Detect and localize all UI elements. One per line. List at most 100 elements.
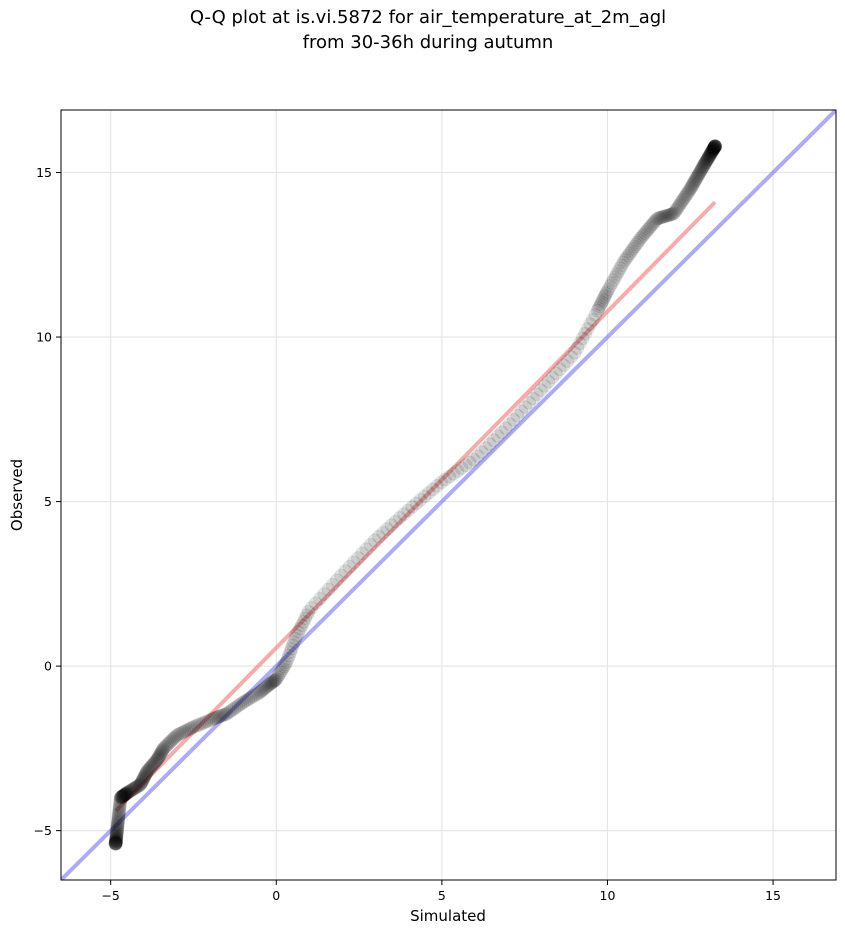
qq-point [696, 158, 711, 173]
qq-point [108, 836, 123, 851]
qq-point [111, 812, 126, 827]
qq-point [111, 808, 126, 823]
qq-point [118, 787, 133, 802]
qq-point [124, 782, 139, 797]
qq-point [138, 766, 153, 781]
qq-point [213, 709, 228, 724]
x-tick-label: 15 [765, 888, 781, 903]
qq-point [113, 790, 128, 805]
qq-point [145, 757, 160, 772]
qq-point [108, 834, 123, 849]
qq-point [462, 455, 477, 470]
qq-point [225, 702, 240, 717]
qq-point [169, 729, 184, 744]
qq-point [150, 751, 165, 766]
qq-point [417, 489, 432, 504]
qq-point [266, 674, 281, 689]
qq-point [697, 158, 712, 173]
qq-point [170, 727, 185, 742]
qq-point [137, 770, 152, 785]
qq-point [167, 730, 182, 745]
qq-point [150, 752, 165, 767]
qq-point [325, 577, 340, 592]
qq-point [380, 522, 395, 537]
qq-point [549, 366, 564, 381]
qq-point [125, 782, 140, 797]
qq-point [143, 760, 158, 775]
qq-point [545, 370, 560, 385]
qq-point [650, 211, 665, 226]
qq-point [235, 695, 250, 710]
qq-point [135, 773, 150, 788]
qq-point [122, 784, 137, 799]
qq-point [706, 141, 721, 156]
qq-point [693, 164, 708, 179]
qq-point [254, 684, 269, 699]
qq-point [215, 708, 230, 723]
qq-point [115, 789, 130, 804]
y-tick-label: 5 [44, 494, 52, 509]
qq-point [608, 270, 623, 285]
qq-point [141, 762, 156, 777]
qq-point [301, 604, 316, 619]
qq-point [677, 190, 692, 205]
qq-point [219, 706, 234, 721]
qq-point [640, 222, 655, 237]
qq-point [201, 713, 216, 728]
qq-point [572, 336, 587, 351]
qq-point [514, 404, 529, 419]
qq-point [701, 150, 716, 165]
qq-point [264, 675, 279, 690]
qq-point [700, 151, 715, 166]
qq-point [109, 825, 124, 840]
qq-point [438, 472, 453, 487]
qq-point [156, 742, 171, 757]
qq-point [685, 178, 700, 193]
qq-point [671, 198, 686, 213]
qq-point [564, 349, 579, 364]
qq-point [111, 806, 126, 821]
qq-point [132, 778, 147, 793]
y-tick-label: 15 [36, 165, 52, 180]
qq-point [276, 659, 291, 674]
qq-point [133, 777, 148, 792]
qq-point [376, 525, 391, 540]
qq-point [241, 692, 256, 707]
qq-point [108, 834, 123, 849]
qq-point [486, 433, 501, 448]
qq-point [575, 331, 590, 346]
qq-point [697, 156, 712, 171]
qq-point [593, 297, 608, 312]
qq-point [446, 466, 461, 481]
qq-point [478, 441, 493, 456]
qq-point [707, 139, 722, 154]
qq-point [590, 303, 605, 318]
qq-point [299, 608, 314, 623]
qq-point [506, 412, 521, 427]
qq-point [578, 326, 593, 341]
qq-point [601, 282, 616, 297]
qq-point [172, 727, 187, 742]
qq-point [243, 691, 258, 706]
qq-point [114, 790, 129, 805]
qq-point [231, 698, 246, 713]
qq-point [342, 559, 357, 574]
qq-point [271, 667, 286, 682]
qq-point [704, 145, 719, 160]
qq-point [206, 711, 221, 726]
qq-point [275, 661, 290, 676]
qq-point [679, 187, 694, 202]
qq-point [692, 165, 707, 180]
qq-point [413, 492, 428, 507]
qq-point [498, 421, 513, 436]
qq-point [270, 669, 285, 684]
qq-point [681, 184, 696, 199]
qq-point [133, 777, 148, 792]
qq-point [282, 648, 297, 663]
qq-point [109, 832, 124, 847]
qq-point [670, 200, 685, 215]
qq-point [684, 180, 699, 195]
qq-point [482, 437, 497, 452]
qq-point [140, 763, 155, 778]
qq-point [661, 208, 676, 223]
